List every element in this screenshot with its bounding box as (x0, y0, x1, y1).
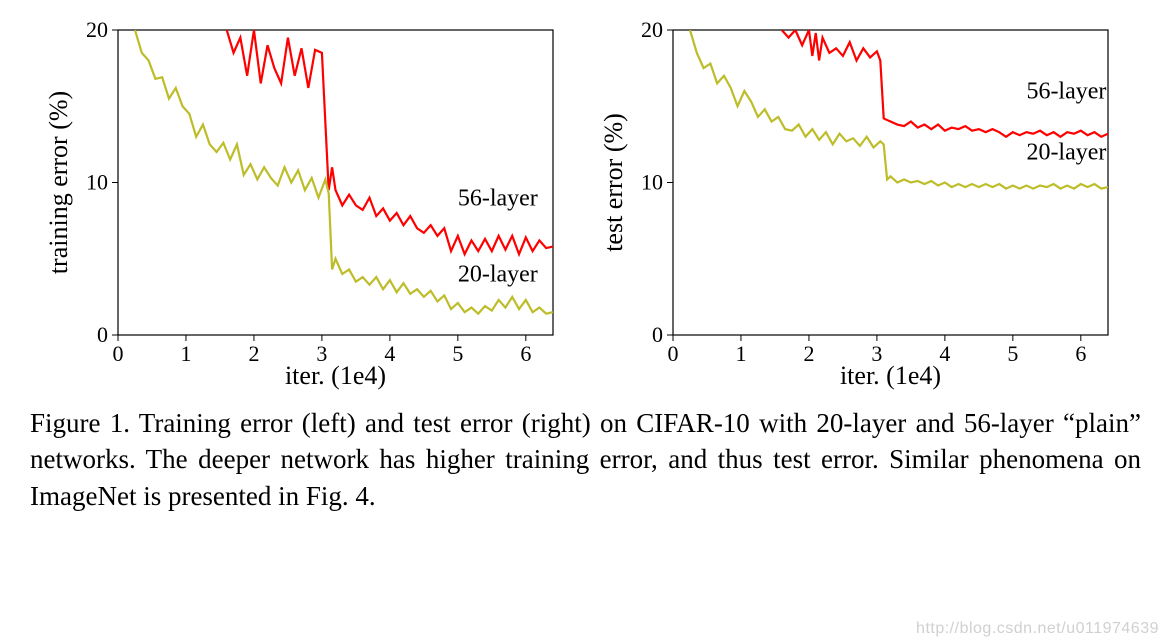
test-error-svg: 012345601020iter. (1e4)test error (%)56-… (598, 20, 1128, 390)
svg-text:20: 20 (86, 20, 108, 42)
training-error-chart: 012345601020iter. (1e4)training error (%… (43, 20, 573, 395)
svg-text:6: 6 (1076, 341, 1087, 366)
svg-text:10: 10 (641, 170, 663, 195)
svg-text:20: 20 (641, 20, 663, 42)
svg-text:training error (%): training error (%) (44, 91, 73, 274)
svg-text:iter. (1e4): iter. (1e4) (285, 361, 386, 390)
svg-text:2: 2 (804, 341, 815, 366)
svg-text:20-layer: 20-layer (458, 262, 538, 288)
svg-text:56-layer: 56-layer (1027, 79, 1107, 105)
svg-text:1: 1 (180, 341, 191, 366)
svg-text:5: 5 (452, 341, 463, 366)
svg-text:0: 0 (97, 322, 108, 347)
svg-text:1: 1 (736, 341, 747, 366)
svg-text:56-layer: 56-layer (458, 185, 538, 211)
watermark-text: http://blog.csdn.net/u011974639 (916, 620, 1159, 638)
svg-text:5: 5 (1008, 341, 1019, 366)
svg-text:test error (%): test error (%) (599, 113, 628, 252)
svg-text:20-layer: 20-layer (1027, 140, 1107, 166)
svg-text:0: 0 (112, 341, 123, 366)
svg-text:0: 0 (668, 341, 679, 366)
svg-text:10: 10 (86, 170, 108, 195)
svg-text:2: 2 (248, 341, 259, 366)
figure-panels: 012345601020iter. (1e4)training error (%… (0, 0, 1171, 395)
test-error-chart: 012345601020iter. (1e4)test error (%)56-… (598, 20, 1128, 395)
figure-caption: Figure 1. Training error (left) and test… (0, 395, 1171, 514)
svg-text:6: 6 (520, 341, 531, 366)
training-error-svg: 012345601020iter. (1e4)training error (%… (43, 20, 573, 390)
svg-text:iter. (1e4): iter. (1e4) (840, 361, 941, 390)
svg-text:0: 0 (652, 322, 663, 347)
